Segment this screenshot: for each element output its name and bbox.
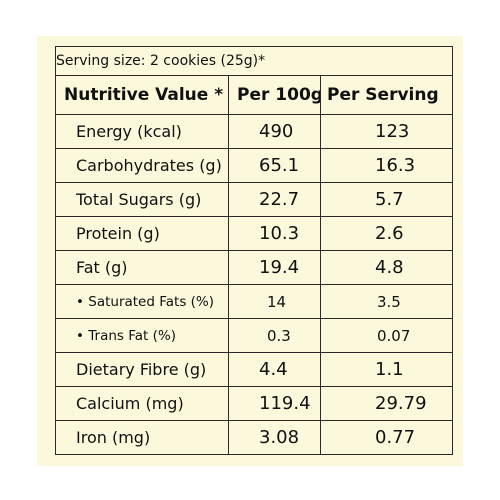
table-row: • Trans Fat (%) 0.3 0.07 xyxy=(55,318,454,353)
table-row: Calcium (mg) 119.4 29.79 xyxy=(55,386,454,421)
table-row: Dietary Fibre (g) 4.4 1.1 xyxy=(55,352,454,387)
serving-size-row: Serving size: 2 cookies (25g)* xyxy=(54,46,454,76)
value-per-serving: 0.77 xyxy=(319,420,454,455)
value-per-100g: 22.7 xyxy=(228,182,321,217)
value-per-serving: 16.3 xyxy=(319,148,454,183)
value-per-serving: 3.5 xyxy=(319,284,454,319)
value-per-serving: 0.07 xyxy=(319,318,454,353)
nutrient-label: Dietary Fibre (g) xyxy=(55,352,229,387)
serving-size-text: Serving size: 2 cookies (25g)* xyxy=(54,46,454,76)
value-per-100g: 119.4 xyxy=(228,386,321,421)
table-row: Carbohydrates (g) 65.1 16.3 xyxy=(55,148,454,183)
nutrient-label: Fat (g) xyxy=(55,250,229,285)
nutrient-label: Energy (kcal) xyxy=(55,114,229,149)
nutrient-sublabel: • Saturated Fats (%) xyxy=(55,284,229,319)
value-per-serving: 4.8 xyxy=(319,250,454,285)
nutrient-sublabel: • Trans Fat (%) xyxy=(55,318,229,353)
value-per-100g: 490 xyxy=(228,114,321,149)
value-per-100g: 0.3 xyxy=(228,318,321,353)
value-per-serving: 123 xyxy=(319,114,454,149)
value-per-100g: 65.1 xyxy=(228,148,321,183)
nutrient-label: Calcium (mg) xyxy=(55,386,229,421)
value-per-100g: 19.4 xyxy=(228,250,321,285)
value-per-serving: 2.6 xyxy=(319,216,454,251)
nutrient-label: Iron (mg) xyxy=(55,420,229,455)
value-per-100g: 4.4 xyxy=(228,352,321,387)
header-row: Nutritive Value * Per 100g Per Serving xyxy=(55,75,454,115)
nutrition-table: Serving size: 2 cookies (25g)* Nutritive… xyxy=(54,46,454,455)
value-per-serving: 1.1 xyxy=(319,352,454,387)
table-row: Fat (g) 19.4 4.8 xyxy=(55,250,454,285)
nutrient-label: Carbohydrates (g) xyxy=(55,148,229,183)
value-per-100g: 14 xyxy=(228,284,321,319)
table-row: Energy (kcal) 490 123 xyxy=(55,114,454,149)
nutrient-label: Protein (g) xyxy=(55,216,229,251)
header-per-100g: Per 100g xyxy=(228,75,321,115)
table-row: Protein (g) 10.3 2.6 xyxy=(55,216,454,251)
header-per-serving: Per Serving xyxy=(319,75,454,115)
nutrient-label: Total Sugars (g) xyxy=(55,182,229,217)
value-per-serving: 5.7 xyxy=(319,182,454,217)
table-row: Total Sugars (g) 22.7 5.7 xyxy=(55,182,454,217)
table-row: • Saturated Fats (%) 14 3.5 xyxy=(55,284,454,319)
value-per-serving: 29.79 xyxy=(319,386,454,421)
table-row: Iron (mg) 3.08 0.77 xyxy=(55,420,454,455)
value-per-100g: 10.3 xyxy=(228,216,321,251)
header-nutrient: Nutritive Value * xyxy=(55,75,229,115)
value-per-100g: 3.08 xyxy=(228,420,321,455)
